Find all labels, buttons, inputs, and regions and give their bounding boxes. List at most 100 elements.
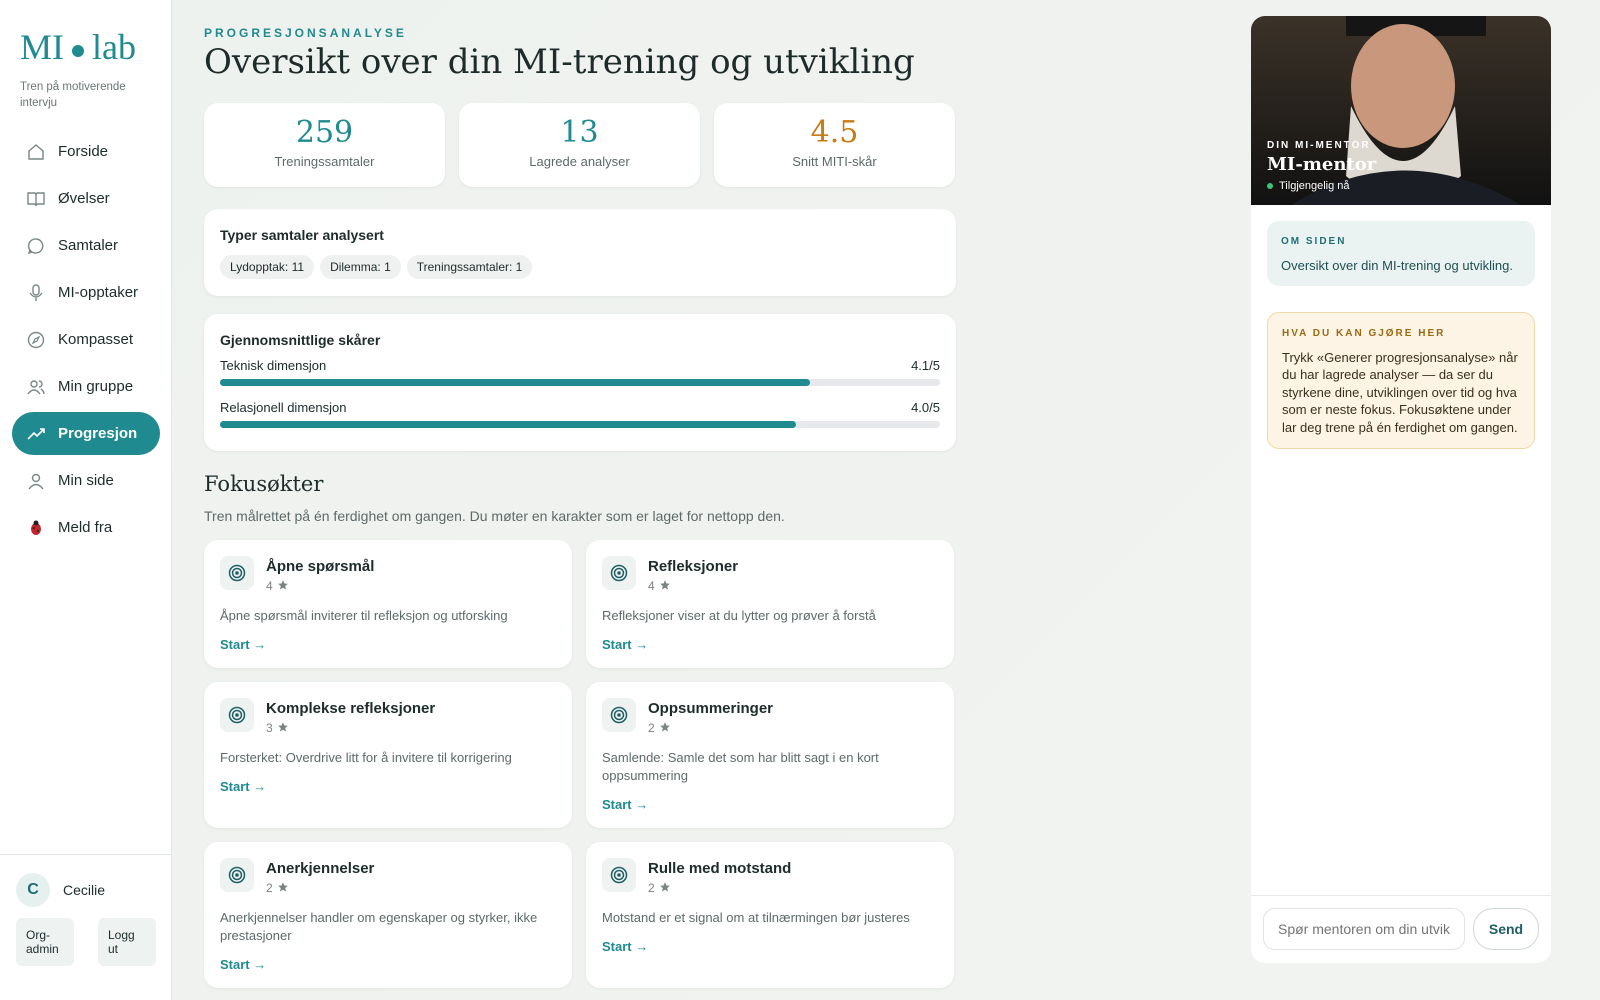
start-link[interactable]: Start →: [602, 939, 649, 954]
focus-head: Komplekse refleksjoner 3: [220, 698, 556, 735]
send-button[interactable]: Send: [1473, 908, 1539, 950]
focus-icon: [220, 556, 254, 590]
icon: [277, 722, 288, 732]
nav-item[interactable]: Meld fra: [12, 506, 160, 549]
scores: Teknisk dimensjon 4.1/5 Relasjonell dimens…: [220, 358, 940, 428]
score-label: 4.0/5: [911, 400, 940, 415]
icon: [28, 473, 44, 489]
nav-item[interactable]: Min side: [12, 459, 160, 502]
score-name: Teknisk dimensjon: [220, 358, 327, 373]
icon: [27, 237, 44, 254]
icon: [31, 520, 41, 535]
focus-icon: [602, 698, 636, 732]
focus-card: Anerkjennelser 2 Anerkjennelser handler om…: [204, 842, 572, 988]
icon: [659, 722, 670, 732]
rating-value: 4: [266, 579, 273, 593]
user-panel: C Cecilie Org-admin Logg ut: [0, 854, 172, 1000]
start-link[interactable]: Start →: [220, 779, 267, 794]
chips: Lydopptak: 11 Dilemma: 1 Treningssamtaler:…: [220, 255, 940, 279]
focus-text: Åpne spørsmål 4: [266, 556, 374, 593]
nav-item[interactable]: Progresjon: [12, 412, 160, 455]
focus-head: Refleksjoner 4: [602, 556, 938, 593]
focus-title: Åpne spørsmål: [266, 558, 375, 575]
score-bar: [220, 379, 811, 386]
nav-label: Min side: [58, 472, 114, 489]
focus-grid: Åpne spørsmål 4 Åpne spørsmål inviterer ti…: [204, 540, 956, 988]
focus-description: Refleksjoner viser at du lytter og prøve…: [602, 608, 876, 623]
logout-button[interactable]: Logg ut: [98, 918, 156, 966]
mentor-photo: [1251, 16, 1551, 205]
focus-icon: [602, 556, 636, 590]
icon: [228, 866, 246, 884]
start-link[interactable]: Start →: [602, 797, 649, 812]
focus-head: Rulle med motstand 2: [602, 858, 938, 895]
chip: Lydopptak: 11: [220, 255, 315, 279]
focus-title: Oppsummeringer: [648, 700, 774, 717]
org-admin-button[interactable]: Org-admin: [16, 918, 74, 966]
stat-card: 259 Treningssamtaler: [204, 103, 445, 187]
focus-card: Refleksjoner 4 Refleksjoner viser at du ly…: [586, 540, 954, 668]
start-link[interactable]: Start →: [602, 637, 649, 652]
chip: Treningssamtaler: 1: [406, 255, 533, 279]
icon: [610, 564, 628, 582]
sidebar: MI lab Tren på motiverende intervju Forsi…: [0, 0, 172, 1000]
start-link[interactable]: Start →: [220, 957, 267, 972]
nav-item[interactable]: Øvelser: [12, 177, 160, 220]
focus-icon: [602, 858, 636, 892]
score-name: Relasjonell dimensjon: [220, 400, 347, 415]
nav-item[interactable]: Samtaler: [12, 224, 160, 267]
start-link[interactable]: Start →: [220, 637, 267, 652]
nav-label: Min gruppe: [58, 378, 134, 395]
chat-input[interactable]: [1263, 908, 1465, 950]
nav-item[interactable]: Kompasset: [12, 318, 160, 361]
nav-label: Kompasset: [58, 331, 134, 348]
tips-text: Trykk «Generer progresjonsanalyse» når d…: [1282, 349, 1518, 435]
chip: Dilemma: 1: [320, 255, 401, 279]
eyebrow: PROGRESJONSANALYSE: [204, 26, 407, 40]
nav-item[interactable]: Min gruppe: [12, 365, 160, 408]
focus-head: Åpne spørsmål 4: [220, 556, 556, 593]
focus-text: Oppsummeringer 2: [648, 698, 773, 735]
icon: [610, 866, 628, 884]
stat-card: 4.5 Snitt MITI-skår: [714, 103, 955, 187]
score-track: [220, 379, 940, 386]
status-dot: [1267, 183, 1273, 189]
icon: [277, 580, 288, 590]
focus-rating: 2: [266, 881, 374, 895]
mentor-panel: DIN MI-MENTOR MI-mentor Tilgjengelig nå …: [1251, 16, 1551, 963]
focus-description: Åpne spørsmål inviterer til refleksjon o…: [220, 608, 508, 623]
stat-value: 259: [295, 115, 354, 150]
icon: [610, 706, 628, 724]
logo-right: lab: [92, 27, 136, 67]
about-title: OM SIDEN: [1281, 236, 1347, 247]
focus-title: Anerkjennelser: [266, 860, 375, 877]
focus-rating: 2: [648, 881, 791, 895]
icon: [27, 191, 45, 206]
about-text: Oversikt over din MI-trening og utviklin…: [1281, 257, 1513, 273]
nav-label: MI-opptaker: [58, 284, 139, 301]
icon: [228, 564, 246, 582]
stat-value: 13: [560, 115, 599, 150]
focus-subtitle: Tren målrettet på én ferdighet om gangen…: [204, 508, 785, 524]
rating-value: 2: [648, 881, 655, 895]
stat-card: 13 Lagrede analyser: [459, 103, 700, 187]
focus-rating: 3: [266, 721, 435, 735]
score-bar: [220, 421, 796, 428]
icon: [659, 580, 670, 590]
logo-dot: [72, 44, 84, 57]
logo-left: MI: [20, 27, 64, 67]
scores-title: Gjennomsnittlige skårer: [220, 332, 381, 348]
focus-text: Refleksjoner 4: [648, 556, 738, 593]
rating-value: 3: [266, 721, 273, 735]
tips-box: HVA DU KAN GJØRE HER Trykk «Generer prog…: [1267, 312, 1535, 449]
logo[interactable]: MI lab: [20, 26, 136, 68]
nav-item[interactable]: MI-opptaker: [12, 271, 160, 314]
status-text: Tilgjengelig nå: [1279, 180, 1350, 192]
score-label: 4.1/5: [911, 358, 940, 373]
focus-rating: 4: [648, 579, 738, 593]
focus-icon: [220, 698, 254, 732]
mentor-name: MI-mentor: [1267, 154, 1377, 175]
nav-item[interactable]: Forside: [12, 130, 160, 173]
